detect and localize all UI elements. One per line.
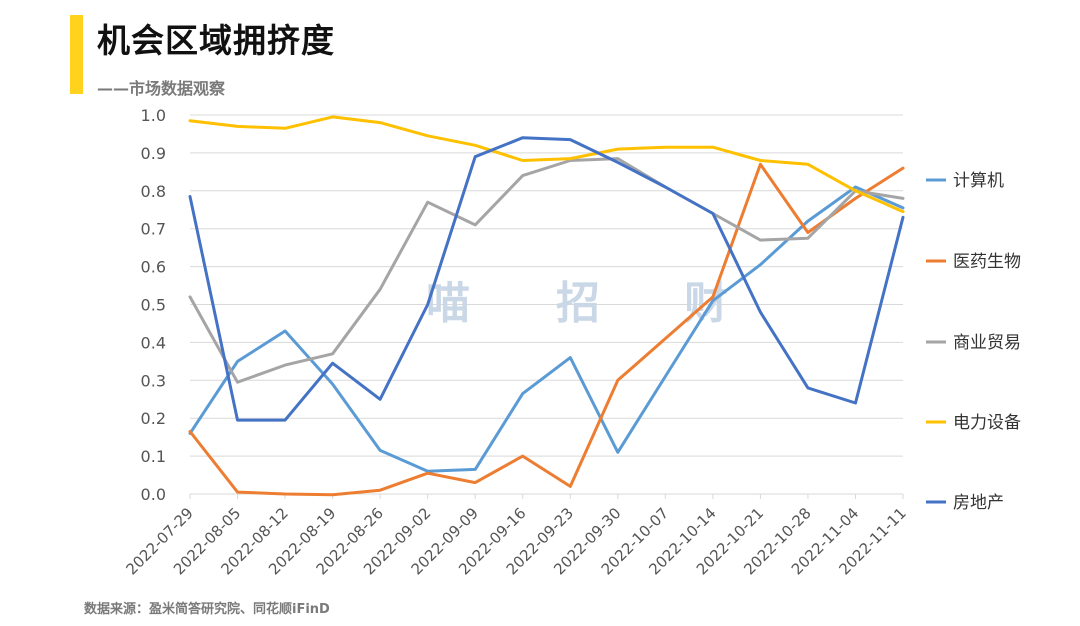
chart-title: 机会区域拥挤度 <box>97 21 335 60</box>
series-line-1 <box>188 185 905 473</box>
y-axis-ticks: 0.0 0.1 0.2 0.3 0.4 0.5 0.6 0.7 0.8 0.9 1.0 <box>141 106 166 504</box>
watermark: 喵 招 财 <box>426 278 728 329</box>
legend-label-2: 医药生物 <box>953 252 1021 272</box>
series-line-4 <box>188 115 905 214</box>
legend-label-1: 计算机 <box>953 171 1004 191</box>
legend-label-4: 电力设备 <box>953 413 1021 433</box>
y-tick-label: 0.5 <box>141 296 166 315</box>
grid-lines <box>190 114 903 495</box>
y-tick-label: 0.7 <box>141 220 166 239</box>
y-tick-label: 1.0 <box>141 106 166 125</box>
x-axis-ticks: 2022-07-292022-08-052022-08-122022-08-19… <box>122 494 910 578</box>
y-tick-label: 0.4 <box>141 333 166 352</box>
y-tick-label: 0.2 <box>141 409 166 428</box>
y-tick-label: 0.9 <box>141 144 166 163</box>
series-line-5 <box>188 136 905 422</box>
legend-label-3: 商业贸易 <box>953 333 1021 353</box>
data-source-note: 数据来源：盈米简答研究院、同花顺iFinD <box>84 602 330 617</box>
series-line-3 <box>188 157 905 384</box>
title-accent-bar <box>70 15 83 94</box>
series-lines <box>188 115 905 497</box>
y-tick-label: 0.0 <box>141 485 166 504</box>
y-tick-label: 0.6 <box>141 258 166 277</box>
series-line-2 <box>188 162 905 497</box>
y-tick-label: 0.8 <box>141 182 166 201</box>
legend-label-5: 房地产 <box>953 493 1004 513</box>
chart-subtitle: ——市场数据观察 <box>97 79 226 98</box>
watermark-char-2: 招 <box>556 278 600 329</box>
y-tick-label: 0.3 <box>141 371 166 390</box>
y-tick-label: 0.1 <box>141 447 166 466</box>
